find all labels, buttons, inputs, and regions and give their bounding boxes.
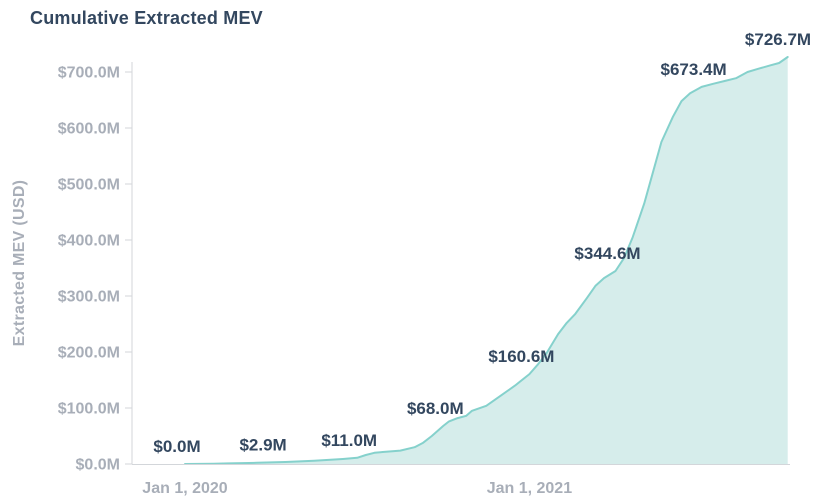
- axis-layer: $0.0M $100.0M $200.0M $300.0M $400.0M $500.0M…: [58, 62, 790, 497]
- x-tick-label: Jan 1, 2021: [487, 480, 573, 497]
- y-tick-label: $500.0M: [58, 177, 120, 194]
- y-tick-label: $700.0M: [58, 65, 120, 82]
- annotation-layer: $0.0M $2.9M $11.0M $68.0M $160.6M $344.6M $673…: [153, 30, 811, 456]
- data-point-label: $68.0M: [407, 399, 464, 418]
- y-tick-label: $300.0M: [58, 289, 120, 306]
- series-layer: [184, 56, 789, 465]
- data-point-label: $160.6M: [488, 347, 554, 366]
- data-point-label: $2.9M: [239, 435, 286, 454]
- mev-area: [185, 57, 788, 464]
- y-tick-label: $200.0M: [58, 345, 120, 362]
- y-tick-label: $0.0M: [76, 457, 120, 474]
- y-tick-label: $100.0M: [58, 401, 120, 418]
- y-tick-label: $600.0M: [58, 121, 120, 138]
- data-point-label: $0.0M: [153, 437, 200, 456]
- data-point-label: $11.0M: [321, 431, 377, 450]
- data-point-label: $344.6M: [574, 244, 640, 263]
- y-tick-label: $400.0M: [58, 233, 120, 250]
- mev-line: [184, 56, 789, 465]
- y-axis-title: Extracted MEV (USD): [11, 180, 28, 347]
- data-point-label: $726.7M: [745, 30, 811, 49]
- chart-title: Cumulative Extracted MEV: [30, 8, 263, 28]
- x-tick-label: Jan 1, 2020: [142, 480, 228, 497]
- data-point-label: $673.4M: [661, 60, 727, 79]
